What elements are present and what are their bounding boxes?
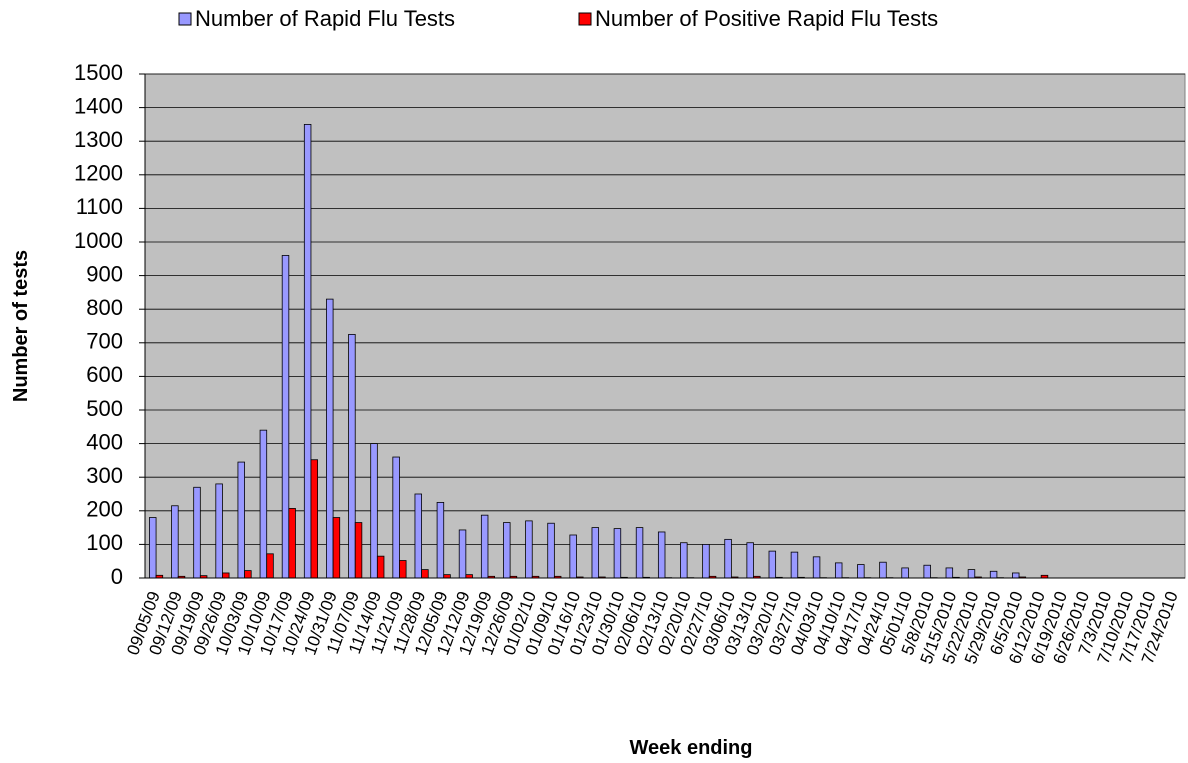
bar (303, 124, 312, 579)
bar (635, 527, 644, 579)
y-tick-label: 400 (86, 429, 123, 454)
legend-label: Number of Rapid Flu Tests (195, 6, 455, 31)
bar (215, 483, 223, 579)
y-tick-label: 0 (111, 564, 123, 589)
y-tick-label: 500 (86, 396, 123, 421)
legend-label: Number of Positive Rapid Flu Tests (595, 6, 938, 31)
bar (354, 522, 363, 579)
y-tick-label: 300 (86, 463, 123, 488)
bar (332, 517, 341, 579)
bar (812, 556, 821, 579)
bar (923, 564, 931, 579)
bar (171, 505, 179, 579)
bar (414, 493, 422, 579)
bar (376, 555, 385, 579)
bar (525, 520, 533, 579)
bar (266, 553, 274, 579)
y-tick-label: 1100 (76, 194, 123, 219)
bar (746, 542, 754, 579)
bar (370, 443, 378, 579)
bar (657, 531, 666, 579)
bar (1012, 572, 1020, 579)
bar (879, 561, 887, 579)
bar (348, 333, 356, 579)
bar (480, 514, 489, 579)
bar (989, 570, 998, 579)
bar (967, 569, 976, 579)
bar (768, 550, 777, 579)
bar (834, 562, 843, 579)
bar (421, 569, 429, 579)
bar (901, 567, 909, 579)
bar (857, 564, 865, 579)
bar (465, 574, 473, 579)
legend-swatch (178, 12, 192, 26)
y-tick-label: 600 (86, 362, 123, 387)
bar (244, 570, 252, 579)
y-tick-label: 800 (86, 295, 123, 320)
bar (288, 508, 296, 579)
x-axis-title: Week ending (630, 737, 753, 759)
bar (443, 574, 451, 579)
bar (613, 528, 622, 579)
y-tick-label: 700 (86, 329, 123, 354)
y-tick-label: 900 (86, 261, 123, 286)
y-tick-label: 1200 (74, 161, 123, 186)
bar (724, 538, 732, 579)
y-tick-label: 1400 (74, 93, 123, 118)
y-tick-label: 1500 (74, 60, 123, 85)
bar (569, 534, 577, 579)
bar (399, 560, 407, 579)
bar (547, 522, 555, 579)
bar (149, 517, 157, 579)
bar (680, 542, 688, 579)
y-tick-label: 100 (86, 530, 123, 555)
bar (503, 522, 511, 579)
bar (259, 429, 268, 579)
y-axis-title: Number of tests (10, 250, 32, 402)
bar (945, 567, 954, 579)
bar (281, 255, 290, 579)
bar (436, 501, 445, 579)
bar (193, 486, 201, 579)
y-tick-label: 1300 (74, 127, 123, 152)
bar (326, 298, 334, 579)
bar (310, 459, 318, 579)
y-tick-label: 1000 (74, 228, 123, 253)
bar (702, 544, 710, 579)
bar (237, 461, 245, 579)
plot-area (144, 73, 1186, 579)
bar (392, 456, 400, 579)
bar (458, 529, 467, 579)
legend-swatch (578, 12, 592, 26)
bar (222, 572, 230, 579)
bar (790, 551, 799, 579)
y-tick-label: 200 (86, 497, 123, 522)
bar (591, 527, 600, 579)
